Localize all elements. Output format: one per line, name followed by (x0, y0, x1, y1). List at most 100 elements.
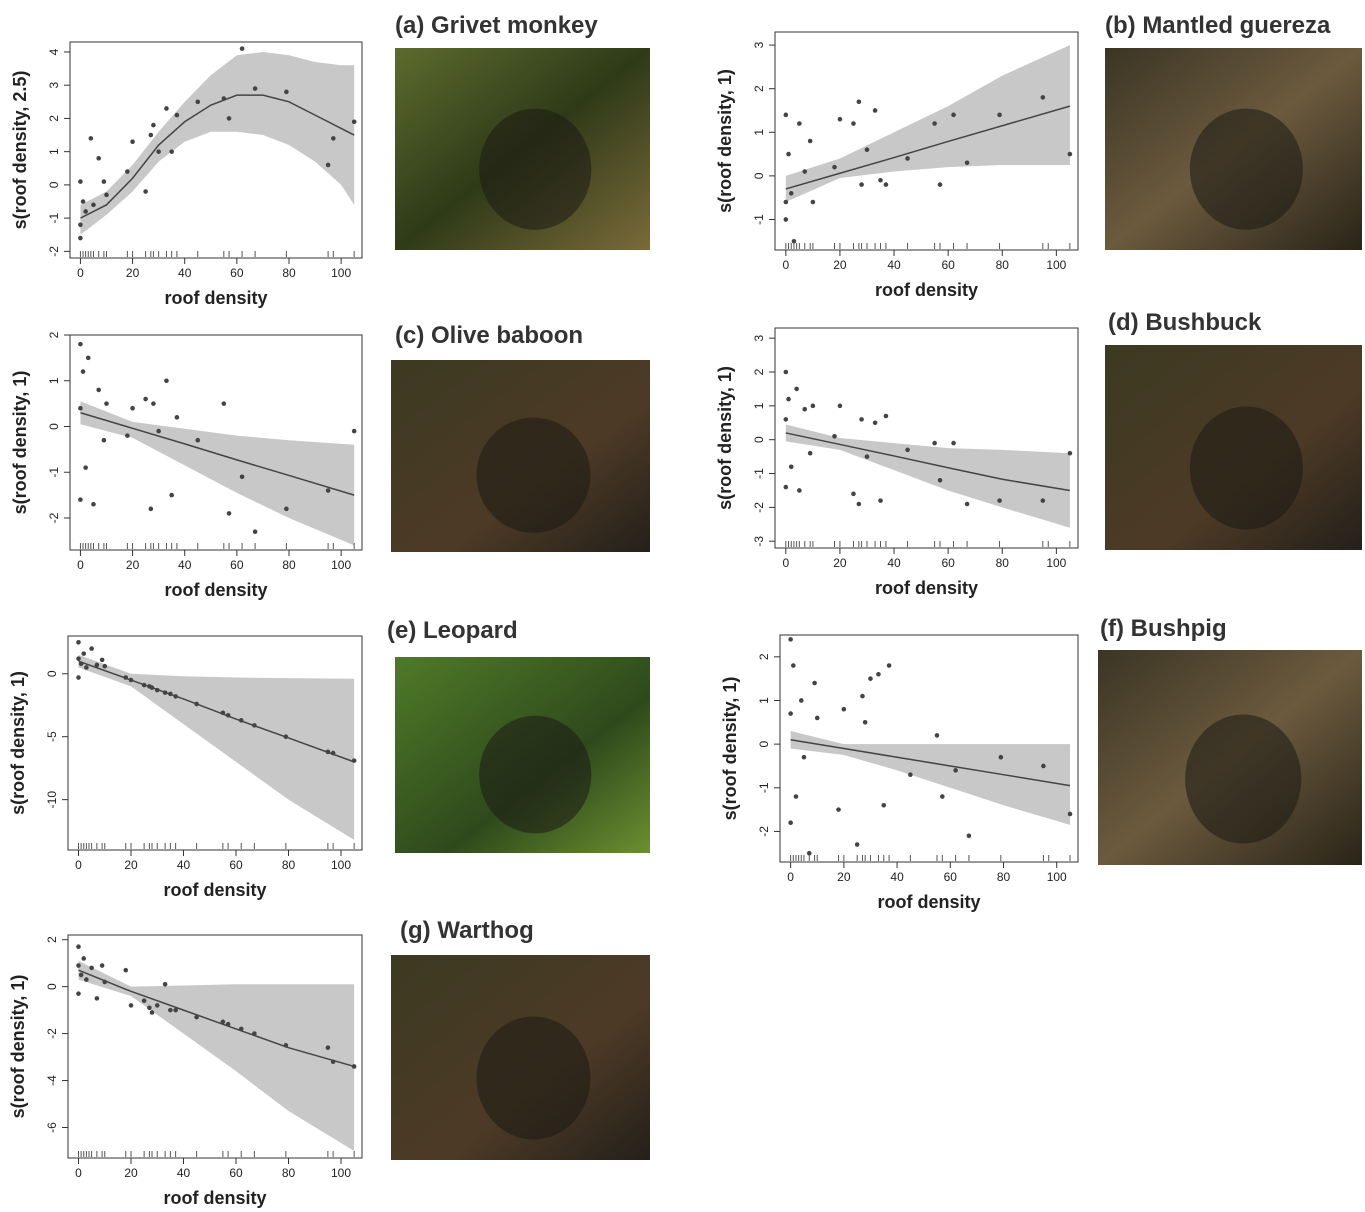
y-tick-label: -1 (752, 468, 766, 479)
data-point (791, 663, 796, 668)
data-point (284, 734, 289, 739)
x-tick-label: 0 (77, 558, 84, 572)
x-tick-label: 60 (941, 556, 955, 570)
data-point (96, 156, 101, 161)
x-tick-label: 100 (1046, 556, 1066, 570)
data-point (194, 1015, 199, 1020)
data-point (876, 672, 881, 677)
data-point (95, 996, 100, 1001)
x-axis-label: roof density (163, 1188, 266, 1208)
data-point (102, 438, 107, 443)
y-tick-label: -6 (45, 1122, 59, 1133)
panel-title: (b) Mantled guereza (1105, 12, 1331, 39)
data-point (129, 1003, 134, 1008)
panel-title: (d) Bushbuck (1108, 309, 1262, 336)
x-tick-label: 0 (782, 258, 789, 272)
data-point (78, 222, 83, 227)
y-tick-label: 0 (757, 740, 771, 747)
data-point (81, 956, 86, 961)
data-point (908, 772, 913, 777)
data-point (857, 99, 862, 104)
x-tick-label: 20 (833, 556, 847, 570)
data-point (788, 820, 793, 825)
photo-subject (479, 716, 591, 834)
y-tick-label: 4 (47, 48, 61, 55)
photo-subject (1190, 407, 1303, 530)
data-point (811, 200, 816, 205)
data-point (100, 963, 105, 968)
data-point (240, 475, 245, 480)
y-tick-label: -2 (47, 246, 61, 257)
data-point (855, 842, 860, 847)
data-point (842, 707, 847, 712)
data-point (78, 342, 83, 347)
y-tick-label: -1 (47, 212, 61, 223)
data-point (164, 378, 169, 383)
data-point (195, 438, 200, 443)
panel: 020406080100-3-2-10123roof densitys(roof… (715, 309, 1362, 598)
data-point (784, 485, 789, 490)
data-point (331, 751, 336, 756)
data-point (811, 404, 816, 409)
data-point (352, 758, 357, 763)
data-point (789, 191, 794, 196)
data-point (851, 121, 856, 126)
data-point (81, 199, 86, 204)
x-tick-label: 20 (124, 858, 138, 872)
data-point (104, 401, 109, 406)
data-point (808, 139, 813, 144)
data-point (150, 1010, 155, 1015)
x-axis-label: roof density (164, 580, 267, 600)
data-point (221, 1020, 226, 1025)
y-axis-label: s(roof density, 1) (715, 69, 735, 213)
x-tick-label: 20 (126, 266, 140, 280)
data-point (868, 676, 873, 681)
data-point (150, 685, 155, 690)
y-tick-label: -1 (757, 782, 771, 793)
data-point (784, 200, 789, 205)
data-point (863, 720, 868, 725)
data-point (78, 497, 83, 502)
data-point (222, 401, 227, 406)
y-tick-label: 0 (45, 670, 59, 677)
data-point (169, 149, 174, 154)
y-tick-label: -1 (752, 214, 766, 225)
y-tick-label: 0 (752, 172, 766, 179)
data-point (860, 694, 865, 699)
x-axis-label: roof density (877, 892, 980, 912)
data-point (168, 1008, 173, 1013)
data-point (142, 683, 147, 688)
y-axis-label: s(roof density, 1) (10, 371, 30, 515)
data-point (84, 665, 89, 670)
data-point (169, 493, 174, 498)
data-point (252, 723, 257, 728)
data-point (78, 236, 83, 241)
y-tick-label: -2 (47, 512, 61, 523)
y-tick-label: 2 (752, 368, 766, 375)
panel-title: (f) Bushpig (1100, 615, 1227, 642)
data-point (151, 123, 156, 128)
data-point (89, 646, 94, 651)
data-point (86, 356, 91, 361)
y-tick-label: 2 (757, 653, 771, 660)
data-point (838, 404, 843, 409)
data-point (789, 464, 794, 469)
data-point (76, 991, 81, 996)
panel: 020406080100-10-50roof densitys(roof den… (8, 617, 650, 900)
data-point (802, 755, 807, 760)
y-tick-label: 3 (752, 41, 766, 48)
x-tick-label: 40 (178, 266, 192, 280)
y-tick-label: -1 (47, 467, 61, 478)
data-point (173, 1008, 178, 1013)
y-tick-label: 0 (45, 983, 59, 990)
data-point (163, 982, 168, 987)
y-axis-label: s(roof density, 1) (8, 975, 28, 1119)
y-tick-label: 2 (45, 936, 59, 943)
panel: 020406080100-10123roof densitys(roof den… (715, 12, 1362, 300)
data-point (284, 1043, 289, 1048)
y-tick-label: 3 (752, 334, 766, 341)
y-tick-label: 2 (47, 331, 61, 338)
data-point (125, 433, 130, 438)
x-tick-label: 100 (1047, 870, 1067, 884)
data-point (851, 492, 856, 497)
